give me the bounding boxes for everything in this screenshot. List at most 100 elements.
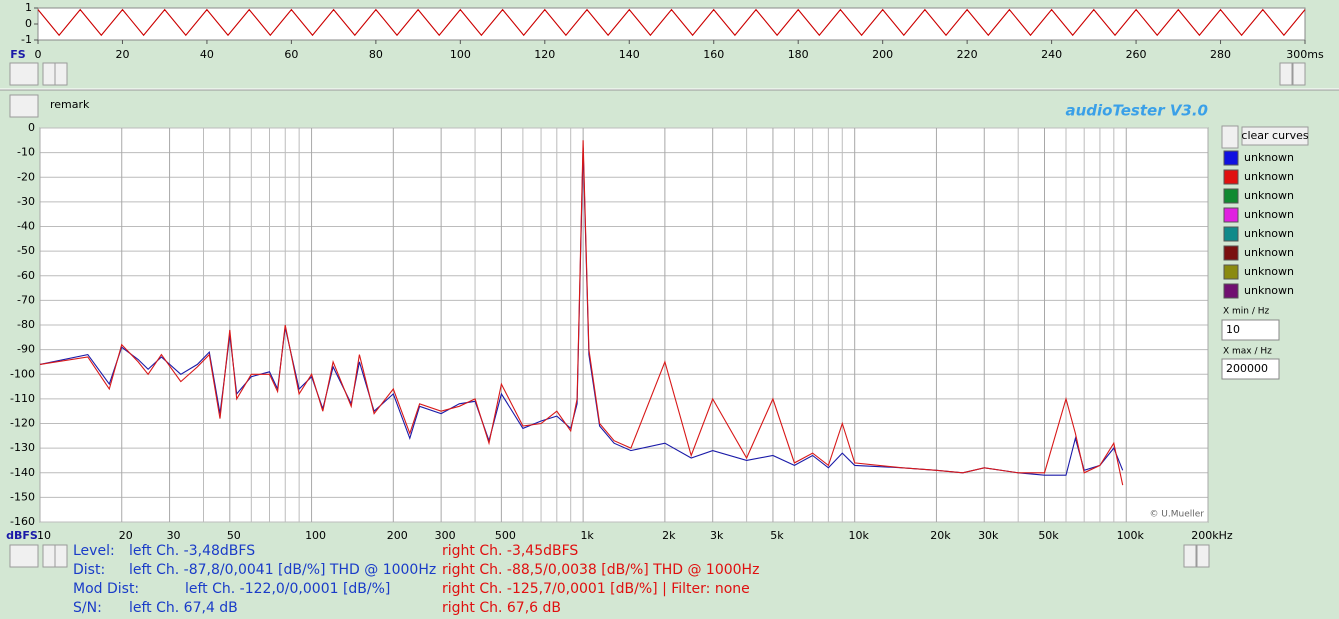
y-tick-label: -90	[17, 343, 35, 356]
curve-label[interactable]: unknown	[1244, 189, 1294, 202]
x-tick-label: 20	[119, 529, 133, 542]
y-axis-label: dBFS	[6, 529, 38, 542]
xmin-value[interactable]: 10	[1226, 323, 1240, 336]
x-tick-label: 30	[167, 529, 181, 542]
status-right: right Ch. -125,7/0,0001 [dB/%] | Filter:…	[442, 581, 750, 597]
y-tick-label: -40	[17, 220, 35, 233]
curve-icon[interactable]	[1223, 264, 1239, 280]
curve-label[interactable]: unknown	[1244, 227, 1294, 240]
clear-curves-label[interactable]: clear curves	[1241, 129, 1308, 142]
x-tick-label: 300ms	[1286, 48, 1324, 61]
x-tick-label: 100	[305, 529, 326, 542]
y-tick-label: -130	[10, 441, 35, 454]
y-tick-label: -80	[17, 318, 35, 331]
x-tick-label: 1k	[580, 529, 594, 542]
x-tick-label: 2k	[662, 529, 676, 542]
y-tick-label: -30	[17, 195, 35, 208]
x-tick-label: 180	[788, 48, 809, 61]
x-tick-label: 280	[1210, 48, 1231, 61]
x-tick-label: 260	[1126, 48, 1147, 61]
x-tick-label: 10k	[849, 529, 870, 542]
curve-label[interactable]: unknown	[1244, 246, 1294, 259]
y-tick-label: -10	[17, 146, 35, 159]
x-tick-label: 30k	[978, 529, 999, 542]
y-tick-label: -60	[17, 269, 35, 282]
x-tick-label: 200kHz	[1191, 529, 1233, 542]
clear-curves-button[interactable]	[1241, 126, 1309, 146]
remark-label: remark	[50, 98, 90, 111]
xmin-label: X min / Hz	[1223, 307, 1270, 317]
y-tick-label: -140	[10, 466, 35, 479]
waveform-plot	[37, 7, 1306, 41]
x-tick-label: 300	[435, 529, 456, 542]
series-line	[37, 8, 1306, 37]
y-tick-label: -70	[17, 293, 35, 306]
curve-label[interactable]: unknown	[1244, 284, 1294, 297]
status-right: right Ch. -88,5/0,0038 [dB/%] THD @ 1000…	[442, 562, 759, 578]
x-tick-label: 20k	[930, 529, 951, 542]
status-right: right Ch. 67,6 dB	[442, 600, 561, 616]
x-tick-label: 220	[957, 48, 978, 61]
series-line	[39, 140, 1124, 486]
curve-icon[interactable]	[1223, 169, 1239, 185]
status-left: left Ch. -87,8/0,0041 [dB/%] THD @ 1000H…	[129, 562, 436, 578]
x-tick-label: 200	[872, 48, 893, 61]
curve-icon[interactable]	[1223, 150, 1239, 166]
y-axis-label: FS	[10, 48, 26, 61]
x-tick-label: 100	[450, 48, 471, 61]
xmax-label: X max / Hz	[1223, 347, 1272, 357]
curve-icon[interactable]	[1223, 207, 1239, 223]
x-tick-label: 0	[35, 48, 42, 61]
x-tick-label: 50	[227, 529, 241, 542]
x-tick-label: 60	[284, 48, 298, 61]
x-tick-label: 5k	[770, 529, 784, 542]
curve-label[interactable]: unknown	[1244, 265, 1294, 278]
y-tick-label: -20	[17, 170, 35, 183]
status-left: left Ch. -3,48dBFS	[129, 543, 255, 559]
x-tick-label: 120	[534, 48, 555, 61]
y-tick-label: -1	[21, 33, 32, 46]
status-label: Level:	[73, 543, 115, 559]
status-label: Dist:	[73, 562, 105, 578]
y-tick-label: 1	[25, 1, 32, 14]
y-tick-label: 0	[25, 17, 32, 30]
curve-label[interactable]: unknown	[1244, 208, 1294, 221]
scroll-control[interactable]	[9, 62, 1306, 568]
x-tick-label: 160	[703, 48, 724, 61]
y-tick-label: -110	[10, 392, 35, 405]
curve-label[interactable]: unknown	[1244, 170, 1294, 183]
y-tick-label: 0	[28, 121, 35, 134]
xmax-value[interactable]: 200000	[1226, 362, 1268, 375]
xmax-input[interactable]	[1221, 358, 1280, 380]
curve-icon[interactable]	[1223, 283, 1239, 299]
x-tick-label: 140	[619, 48, 640, 61]
x-tick-label: 200	[387, 529, 408, 542]
x-tick-label: 40	[200, 48, 214, 61]
x-tick-label: 240	[1041, 48, 1062, 61]
curve-icon[interactable]	[1223, 245, 1239, 261]
status-left: left Ch. 67,4 dB	[129, 600, 238, 616]
x-tick-label: 3k	[710, 529, 724, 542]
x-tick-label: 20	[115, 48, 129, 61]
x-tick-label: 500	[495, 529, 516, 542]
y-tick-label: -120	[10, 417, 35, 430]
app-title: audioTester V3.0	[1065, 102, 1208, 120]
xmin-input[interactable]	[1221, 319, 1280, 341]
y-tick-label: -150	[10, 490, 35, 503]
status-right: right Ch. -3,45dBFS	[442, 543, 578, 559]
x-tick-label: 80	[369, 48, 383, 61]
curve-icon[interactable]	[1223, 226, 1239, 242]
y-tick-label: -160	[10, 515, 35, 528]
x-tick-label: 10	[37, 529, 51, 542]
x-tick-label: 50k	[1038, 529, 1059, 542]
x-tick-label: 100k	[1117, 529, 1145, 542]
curve-label[interactable]: unknown	[1244, 151, 1294, 164]
y-tick-label: -50	[17, 244, 35, 257]
status-left: left Ch. -122,0/0,0001 [dB/%]	[185, 581, 390, 597]
curve-icon[interactable]	[1223, 188, 1239, 204]
status-label: Mod Dist:	[73, 581, 139, 597]
y-tick-label: -100	[10, 367, 35, 380]
status-label: S/N:	[73, 600, 102, 616]
credit: © U.Mueller	[1149, 510, 1204, 520]
